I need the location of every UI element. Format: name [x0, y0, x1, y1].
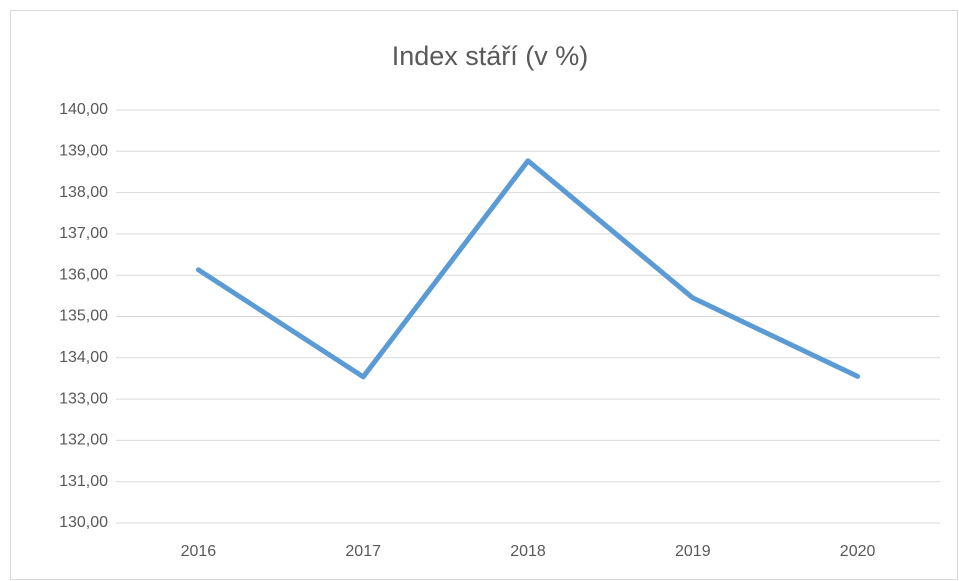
chart-title: Index stáří (v %) — [392, 41, 589, 71]
x-tick-label: 2020 — [840, 543, 876, 560]
x-tick-label: 2016 — [181, 543, 217, 560]
y-tick-label: 138,00 — [59, 184, 108, 201]
line-series — [195, 158, 861, 380]
x-tick-label: 2019 — [675, 543, 711, 560]
y-tick-label: 135,00 — [59, 308, 108, 325]
x-tick-label: 2017 — [345, 543, 381, 560]
chart-frame — [10, 10, 958, 580]
y-tick-label: 137,00 — [59, 225, 108, 242]
y-tick-label: 132,00 — [59, 432, 108, 449]
y-tick-label: 133,00 — [59, 390, 108, 407]
x-tick-label: 2018 — [510, 543, 546, 560]
y-tick-label: 139,00 — [59, 143, 108, 160]
y-tick-label: 136,00 — [59, 266, 108, 283]
y-tick-label: 140,00 — [59, 101, 108, 118]
y-tick-label: 130,00 — [59, 514, 108, 531]
y-tick-label: 134,00 — [59, 349, 108, 366]
y-tick-label: 131,00 — [59, 473, 108, 490]
